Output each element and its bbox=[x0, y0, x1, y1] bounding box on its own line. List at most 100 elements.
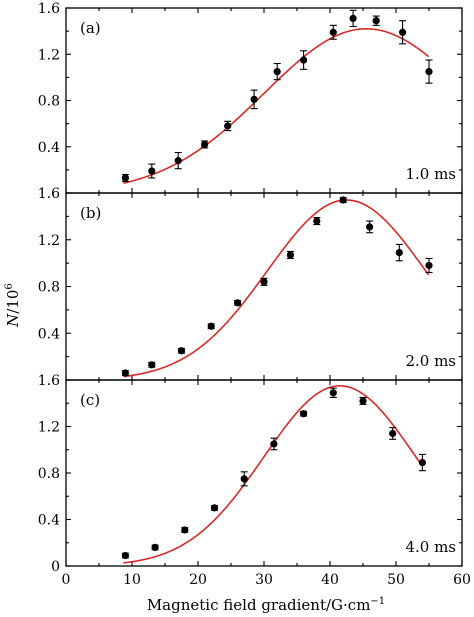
data-point bbox=[210, 504, 219, 512]
y-tick-label: 0.4 bbox=[38, 326, 60, 342]
time-label: 4.0 ms bbox=[405, 538, 456, 556]
data-marker bbox=[313, 217, 321, 225]
data-point bbox=[177, 347, 186, 355]
panel-frame bbox=[65, 192, 463, 381]
data-point bbox=[349, 9, 357, 28]
x-tick-label: 0 bbox=[62, 572, 71, 588]
data-marker bbox=[148, 361, 156, 369]
data-point bbox=[224, 120, 232, 132]
y-tick-label: 0.4 bbox=[38, 513, 60, 529]
data-marker bbox=[148, 167, 156, 175]
data-point bbox=[359, 396, 367, 405]
y-tick-label: 1.2 bbox=[38, 47, 60, 63]
data-point bbox=[201, 140, 209, 149]
data-marker bbox=[234, 299, 242, 307]
data-marker bbox=[339, 196, 347, 204]
data-marker bbox=[425, 261, 433, 270]
x-tick-label: 30 bbox=[255, 572, 273, 588]
y-tick-label: 1.2 bbox=[38, 233, 60, 249]
data-marker bbox=[366, 223, 374, 231]
data-marker bbox=[260, 278, 268, 286]
data-marker bbox=[121, 174, 129, 182]
data-point bbox=[389, 427, 397, 440]
data-marker bbox=[121, 551, 129, 560]
panel-1: 0.4 0.8 1.2 1.6 (a) 1.0 ms bbox=[38, 1, 463, 194]
data-point bbox=[329, 387, 337, 398]
data-point bbox=[273, 62, 281, 81]
data-marker bbox=[174, 157, 182, 165]
data-marker bbox=[240, 475, 248, 483]
y-tick-label: 1.6 bbox=[38, 1, 60, 17]
y-tick-label: 1.2 bbox=[38, 420, 60, 436]
data-marker bbox=[300, 56, 308, 64]
data-marker bbox=[399, 28, 407, 36]
data-marker bbox=[121, 369, 129, 377]
x-tick-label: 40 bbox=[321, 572, 339, 588]
time-label: 2.0 ms bbox=[405, 352, 456, 370]
panel-label: (b) bbox=[80, 204, 101, 222]
data-marker bbox=[349, 14, 357, 23]
data-marker bbox=[207, 322, 215, 330]
panel-2: 0.4 0.8 1.2 1.6 (b) 2.0 ms bbox=[38, 186, 463, 381]
data-point bbox=[425, 59, 433, 84]
data-point bbox=[270, 437, 278, 451]
data-point bbox=[300, 50, 308, 70]
data-point bbox=[425, 257, 433, 274]
data-marker bbox=[201, 140, 209, 149]
fit-curve bbox=[123, 199, 430, 378]
panel-3: 0 0.4 0.8 1.2 1.6 0 10 20 30 40 50 60 (c) 4.0 ms bbox=[38, 373, 471, 588]
panels-layer: 0.4 0.8 1.2 1.6 (a) 1.0 ms 0.4 0.8 1.2 1.6 (b) 2.0 … bbox=[38, 1, 471, 588]
data-marker bbox=[425, 67, 433, 76]
data-point bbox=[121, 551, 129, 560]
data-marker bbox=[329, 389, 337, 397]
data-marker bbox=[329, 28, 337, 36]
data-point bbox=[181, 526, 189, 534]
data-marker bbox=[177, 347, 186, 355]
y-tick-label: 0.8 bbox=[38, 466, 60, 482]
y-tick-label: 1.6 bbox=[38, 186, 60, 202]
time-label: 1.0 ms bbox=[405, 165, 456, 183]
data-point bbox=[148, 361, 156, 369]
data-marker bbox=[181, 526, 189, 534]
data-marker bbox=[250, 95, 258, 103]
data-point bbox=[366, 220, 374, 234]
data-point bbox=[286, 250, 294, 260]
y-tick-label: 0 bbox=[51, 559, 60, 575]
data-point bbox=[148, 163, 156, 179]
data-marker bbox=[395, 249, 403, 257]
data-point bbox=[240, 471, 248, 487]
panel-label: (a) bbox=[80, 19, 101, 37]
data-point bbox=[395, 243, 403, 262]
data-point bbox=[207, 322, 215, 330]
data-marker bbox=[286, 251, 294, 259]
panel-frame bbox=[65, 379, 463, 567]
x-axis-label: Magnetic field gradient/G·cm−1 bbox=[147, 596, 385, 614]
data-point bbox=[300, 410, 308, 418]
data-point bbox=[399, 20, 407, 45]
data-marker bbox=[418, 458, 426, 467]
data-point bbox=[418, 453, 426, 472]
y-axis-label: N/106 bbox=[4, 283, 22, 328]
x-tick-label: 50 bbox=[387, 572, 405, 588]
fit-curve bbox=[123, 28, 430, 184]
y-tick-label: 1.6 bbox=[38, 373, 60, 389]
data-point bbox=[313, 216, 321, 226]
data-marker bbox=[151, 543, 159, 552]
fit-curve bbox=[123, 385, 423, 564]
y-tick-label: 0.8 bbox=[38, 94, 60, 110]
y-tick-label: 0.4 bbox=[38, 140, 60, 156]
data-point bbox=[260, 277, 268, 286]
data-point bbox=[234, 299, 242, 307]
x-tick-label: 10 bbox=[123, 572, 141, 588]
data-marker bbox=[270, 440, 278, 448]
data-marker bbox=[372, 17, 380, 25]
data-marker bbox=[273, 67, 281, 76]
x-tick-label: 60 bbox=[453, 572, 471, 588]
data-point bbox=[250, 89, 258, 110]
data-marker bbox=[359, 397, 367, 405]
data-point bbox=[121, 369, 129, 377]
data-point bbox=[329, 24, 337, 40]
data-point bbox=[121, 173, 129, 182]
data-marker bbox=[224, 122, 232, 130]
